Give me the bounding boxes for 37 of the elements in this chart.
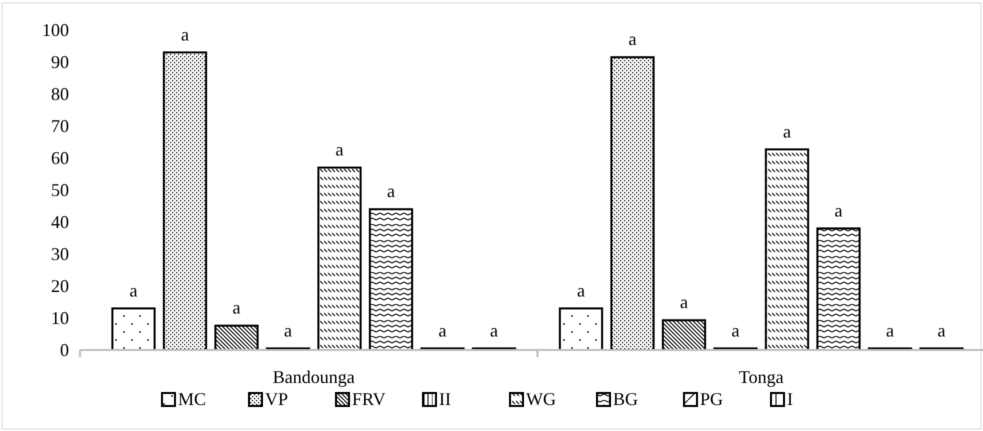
legend-label: FRV bbox=[352, 389, 386, 409]
data-label: a bbox=[576, 280, 585, 300]
data-label: a bbox=[938, 320, 946, 340]
legend-label: WG bbox=[526, 389, 556, 409]
data-label: a bbox=[628, 29, 636, 50]
y-tick-label: 80 bbox=[51, 84, 69, 104]
y-tick-label: 50 bbox=[51, 180, 69, 200]
data-label: a bbox=[387, 181, 396, 202]
data-label: a bbox=[284, 320, 292, 340]
legend-label: PG bbox=[700, 389, 724, 409]
data-label: a bbox=[232, 298, 240, 318]
data-label: a bbox=[783, 121, 791, 142]
legend-label: BG bbox=[613, 389, 638, 409]
y-tick-label: 100 bbox=[42, 20, 69, 40]
y-tick-label: 40 bbox=[51, 212, 69, 232]
data-label: a bbox=[180, 24, 189, 44]
x-tick-label: Tonga bbox=[738, 366, 784, 387]
legend-label: MC bbox=[178, 389, 206, 409]
data-label: a bbox=[834, 200, 843, 220]
y-tick-label: 60 bbox=[51, 148, 69, 168]
y-tick-label: 30 bbox=[51, 244, 69, 264]
data-label: a bbox=[680, 292, 688, 312]
x-tick-label: Bandounga bbox=[272, 366, 355, 387]
y-tick-label: 90 bbox=[51, 52, 69, 72]
data-label: a bbox=[490, 320, 498, 340]
y-tick-label: 20 bbox=[51, 276, 69, 296]
data-label: a bbox=[129, 280, 138, 300]
legend-label: I bbox=[787, 389, 793, 409]
data-label: a bbox=[732, 320, 740, 340]
legend-label: II bbox=[439, 389, 451, 409]
data-label: a bbox=[336, 140, 344, 160]
data-label: a bbox=[438, 320, 447, 340]
y-tick-label: 0 bbox=[60, 340, 69, 360]
y-tick-label: 70 bbox=[51, 116, 69, 136]
data-label: a bbox=[886, 320, 894, 340]
legend-label: VP bbox=[265, 389, 288, 409]
y-tick-label: 10 bbox=[51, 308, 69, 328]
